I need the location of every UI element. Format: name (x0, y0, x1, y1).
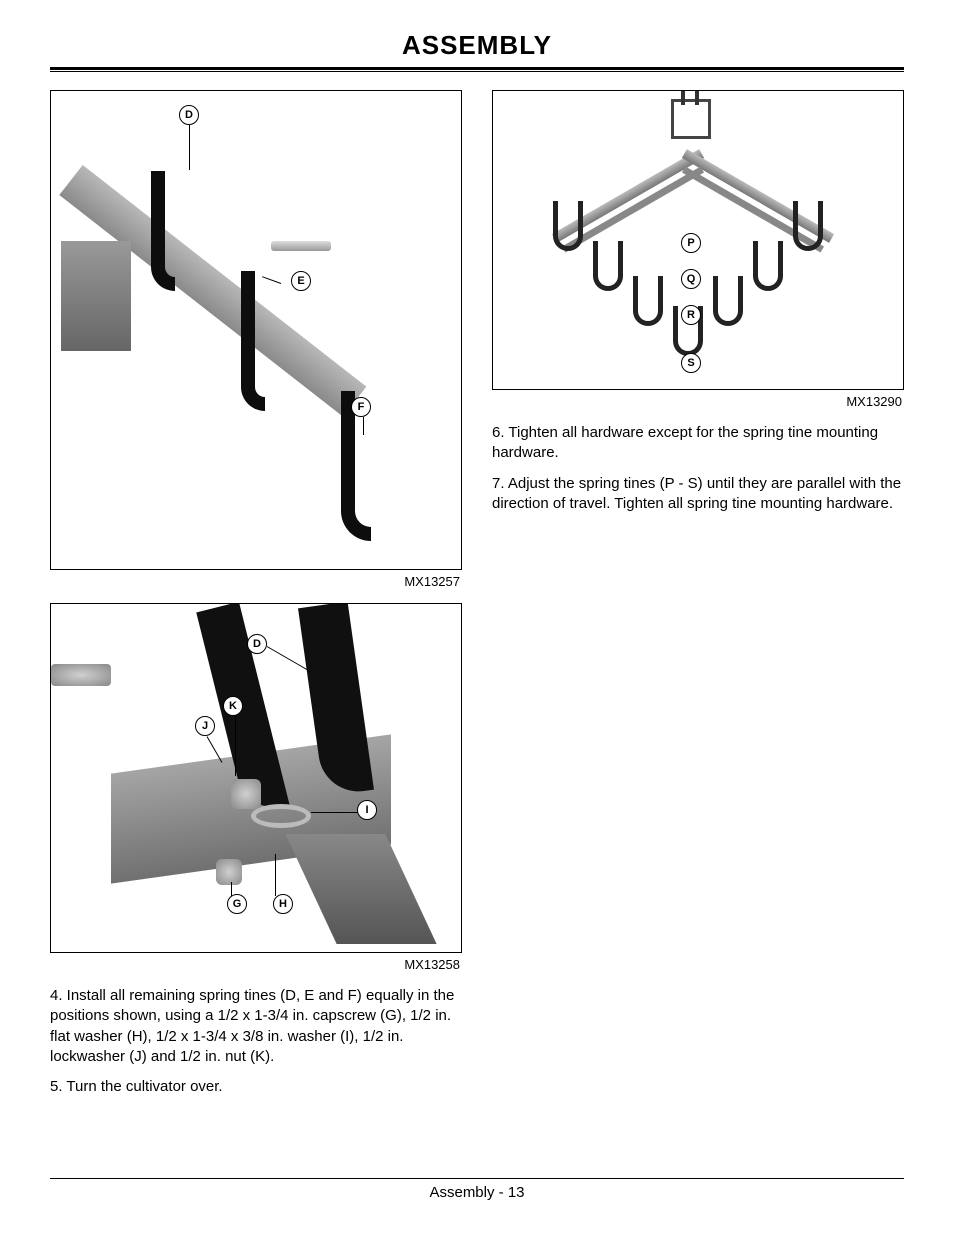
callout-k: K (223, 696, 243, 716)
figure-2: D K J I G H (50, 603, 462, 953)
left-column: D E F MX13257 (50, 90, 462, 1107)
callout-i: I (357, 800, 377, 820)
callout-s: S (681, 353, 701, 373)
step-6-text: 6. Tighten all hardware except for the s… (492, 423, 904, 464)
figure-3-caption: MX13290 (492, 394, 904, 409)
callout-g: G (227, 894, 247, 914)
figure-1-caption: MX13257 (50, 574, 462, 589)
page-footer: Assembly - 13 (0, 1184, 954, 1201)
right-column: P Q R S MX13290 6. Tighten all hardware … (492, 90, 904, 1107)
callout-p: P (681, 233, 701, 253)
step-7-text: 7. Adjust the spring tines (P - S) until… (492, 474, 904, 515)
figure-1: D E F (50, 90, 462, 570)
callout-r: R (681, 305, 701, 325)
callout-q: Q (681, 269, 701, 289)
callout-h: H (273, 894, 293, 914)
callout-d: D (179, 105, 199, 125)
callout-d2: D (247, 634, 267, 654)
title-rule (50, 67, 904, 72)
figure-3: P Q R S (492, 90, 904, 390)
content-columns: D E F MX13257 (50, 90, 904, 1107)
figure-2-caption: MX13258 (50, 957, 462, 972)
callout-j: J (195, 716, 215, 736)
footer-rule (50, 1178, 904, 1179)
callout-e: E (291, 271, 311, 291)
step-5-text: 5. Turn the cultivator over. (50, 1077, 462, 1097)
page-title: ASSEMBLY (50, 30, 904, 61)
step-4-text: 4. Install all remaining spring tines (D… (50, 986, 462, 1067)
callout-f: F (351, 397, 371, 417)
